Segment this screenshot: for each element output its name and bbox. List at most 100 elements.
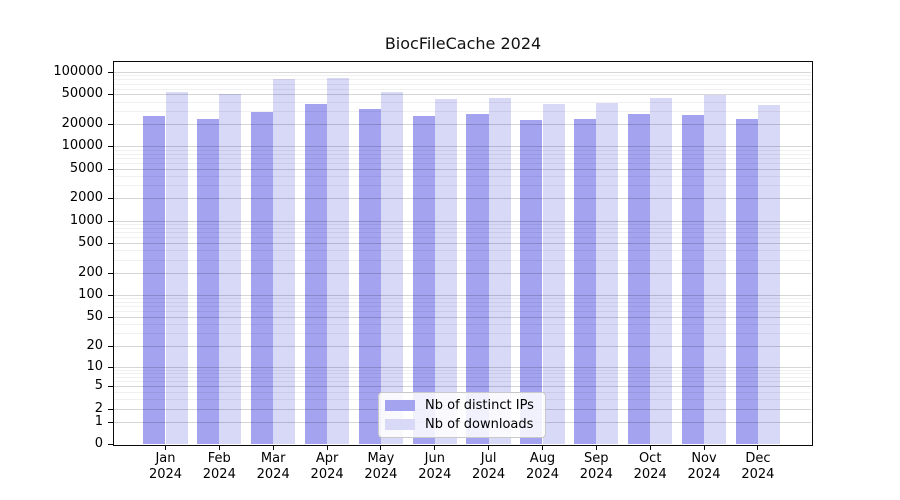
y-tick-label: 500 <box>78 235 103 251</box>
y-tick-mark <box>108 243 113 245</box>
x-tick-mark <box>326 445 328 450</box>
y-tick-label: 2 <box>94 400 103 416</box>
y-tick-label: 0 <box>94 436 103 451</box>
x-tick-mark <box>595 445 597 450</box>
y-tick-mark <box>108 146 113 148</box>
y-tick-mark <box>108 272 113 274</box>
legend-swatch <box>385 419 415 430</box>
y-tick-label: 100000 <box>53 64 103 79</box>
x-tick-mark <box>218 445 220 450</box>
y-tick-label: 2000 <box>69 190 103 206</box>
major-gridline <box>114 198 811 200</box>
minor-gridline <box>114 162 811 164</box>
x-tick-label-oct: Oct 2024 <box>618 451 682 483</box>
x-tick-year: 2024 <box>741 467 775 482</box>
bar-nov-downloads <box>704 95 727 444</box>
y-tick-label: 10000 <box>61 138 103 154</box>
x-tick-month: Sep <box>584 451 609 466</box>
major-gridline <box>114 72 811 73</box>
bar-mar-downloads <box>273 79 296 444</box>
y-tick-mark <box>108 366 113 368</box>
x-tick-mark <box>165 445 166 450</box>
x-tick-label-feb: Feb 2024 <box>187 451 251 483</box>
bar-jul-downloads <box>488 98 511 444</box>
bar-aug-distinct-ips <box>520 119 543 444</box>
bar-jan-distinct-ips <box>143 116 166 444</box>
bar-jun-distinct-ips <box>412 116 435 444</box>
x-tick-label-mar: Mar 2024 <box>241 451 305 483</box>
minor-gridline <box>114 369 811 371</box>
y-tick-label: 20 <box>86 337 103 353</box>
legend-swatch <box>385 400 415 411</box>
x-tick-month: Jun <box>424 451 445 466</box>
major-gridline <box>114 124 811 125</box>
x-tick-year: 2024 <box>202 467 236 482</box>
x-tick-label-sep: Sep 2024 <box>564 451 628 483</box>
x-tick-month: Aug <box>529 451 556 466</box>
x-tick-label-jan: Jan 2024 <box>134 451 198 483</box>
y-tick-mark <box>108 198 113 200</box>
x-tick-mark <box>542 445 543 450</box>
x-tick-mark <box>703 445 705 450</box>
x-tick-year: 2024 <box>418 467 452 482</box>
x-tick-year: 2024 <box>256 467 290 482</box>
major-gridline <box>114 220 811 222</box>
y-tick-label: 20000 <box>61 116 103 131</box>
bar-dec-downloads <box>757 105 781 444</box>
major-gridline <box>114 386 811 388</box>
x-tick-month: Apr <box>315 451 339 466</box>
bar-dec-distinct-ips <box>735 119 758 444</box>
bar-may-downloads <box>380 92 404 444</box>
x-tick-label-may: May 2024 <box>349 451 413 483</box>
bar-jan-downloads <box>165 91 188 444</box>
bar-oct-downloads <box>650 98 673 444</box>
major-gridline <box>114 272 811 274</box>
bar-jun-downloads <box>434 99 457 444</box>
y-tick-label: 1000 <box>69 212 103 228</box>
y-tick-mark <box>108 294 113 296</box>
y-tick-mark <box>108 421 113 423</box>
y-tick-mark <box>108 94 113 96</box>
major-gridline <box>114 294 811 296</box>
x-tick-mark <box>380 445 382 450</box>
bar-apr-downloads <box>327 77 350 444</box>
minor-gridline <box>114 157 811 159</box>
major-gridline <box>114 243 811 245</box>
bar-sep-distinct-ips <box>574 118 597 444</box>
x-tick-label-aug: Aug 2024 <box>511 451 575 483</box>
x-tick-year: 2024 <box>148 467 183 482</box>
y-tick-label: 10 <box>86 358 103 374</box>
bar-feb-distinct-ips <box>197 119 220 444</box>
x-tick-year: 2024 <box>687 467 721 482</box>
major-gridline <box>114 168 811 170</box>
major-gridline <box>114 94 811 96</box>
x-tick-month: Nov <box>691 451 717 466</box>
x-tick-month: Jul <box>480 451 497 466</box>
y-tick-mark <box>108 124 113 125</box>
x-tick-month: Feb <box>207 451 231 466</box>
x-tick-month: Jan <box>155 451 176 466</box>
y-tick-mark <box>108 386 113 388</box>
bar-oct-distinct-ips <box>628 113 651 444</box>
x-tick-year: 2024 <box>525 467 560 482</box>
minor-gridline <box>114 237 811 239</box>
y-tick-label: 50 <box>86 309 103 324</box>
minor-gridline <box>114 185 811 187</box>
y-tick-mark <box>108 444 113 445</box>
minor-gridline <box>114 228 811 229</box>
minor-gridline <box>114 306 811 308</box>
major-gridline <box>114 317 811 318</box>
y-tick-mark <box>108 168 113 170</box>
y-tick-mark <box>108 345 113 347</box>
bar-mar-distinct-ips <box>251 111 274 444</box>
minor-gridline <box>114 311 811 313</box>
chart-title: BiocFileCache 2024 <box>384 34 542 53</box>
major-gridline <box>114 366 811 368</box>
minor-gridline <box>114 302 811 303</box>
x-tick-mark <box>649 445 651 450</box>
y-tick-label: 100 <box>78 286 103 302</box>
y-tick-mark <box>108 408 113 410</box>
minor-gridline <box>114 373 811 374</box>
minor-gridline <box>114 88 811 90</box>
